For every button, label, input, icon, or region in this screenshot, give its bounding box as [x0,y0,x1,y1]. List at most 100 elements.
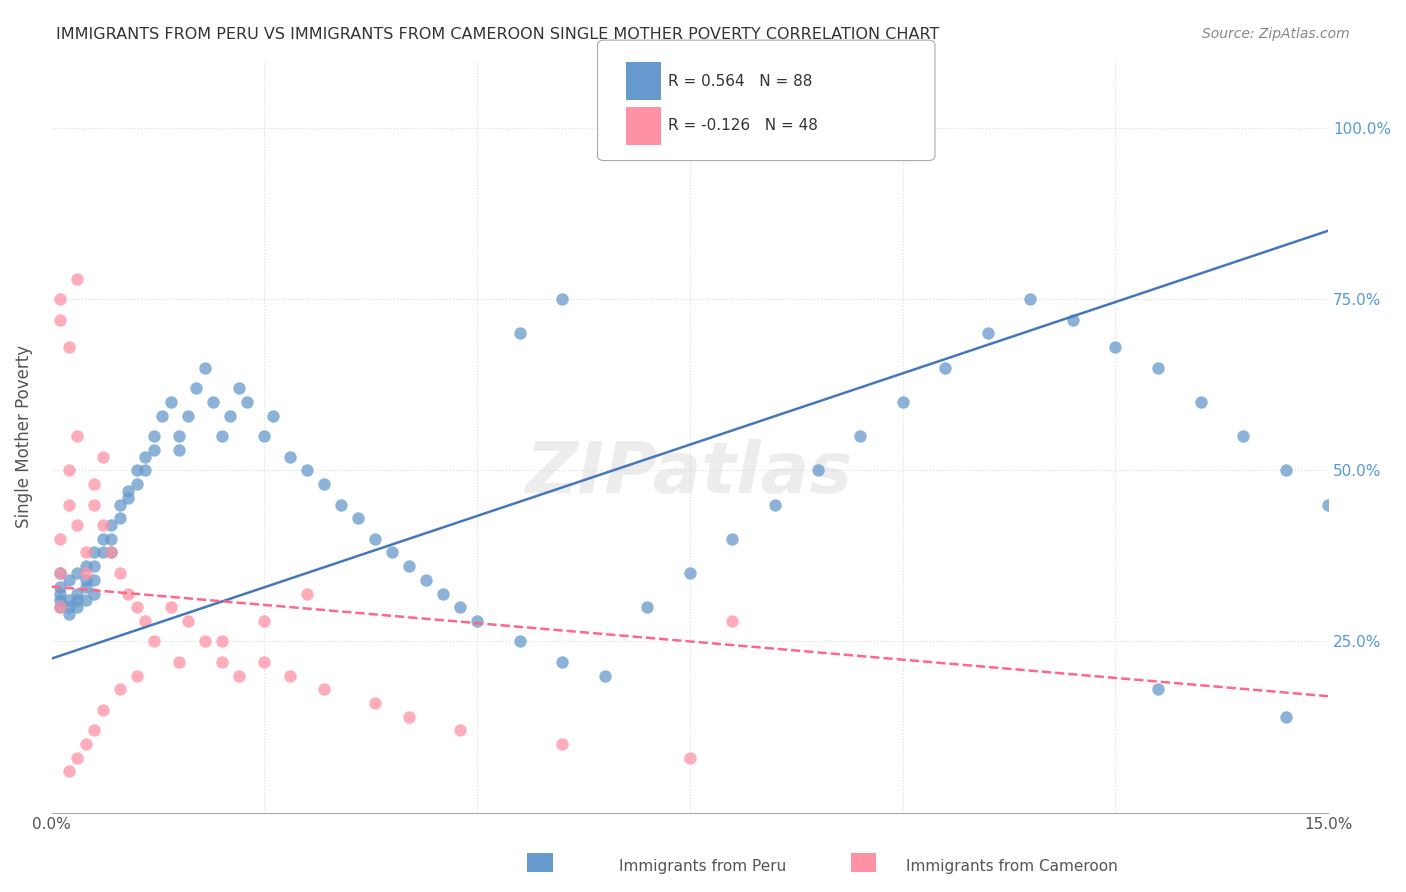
Point [1317,498,1340,512]
Point [100,518,122,533]
Point [75,545,97,559]
Point [934,360,956,375]
Point [150,409,173,423]
Point [58,340,80,354]
Point [125,668,148,682]
Point [100,532,122,546]
Point [49,292,72,306]
Point [108,498,131,512]
Point [91,518,114,533]
Point [108,566,131,580]
Point [1274,709,1296,723]
Point [58,593,80,607]
Point [415,573,437,587]
Point [449,723,471,738]
Point [66,586,89,600]
Point [49,600,72,615]
Point [58,573,80,587]
Point [679,121,702,136]
Point [83,559,105,574]
Point [49,593,72,607]
Point [49,566,72,580]
Point [398,559,420,574]
Point [58,600,80,615]
Point [134,463,156,477]
Point [49,566,72,580]
Point [117,491,139,505]
Point [134,450,156,464]
Point [66,751,89,765]
Point [66,600,89,615]
Point [186,381,208,395]
Point [891,394,914,409]
Point [236,394,259,409]
Point [1274,463,1296,477]
Point [91,703,114,717]
Point [58,498,80,512]
Text: ZIPatlas: ZIPatlas [526,439,853,508]
Point [66,593,89,607]
Point [211,655,233,669]
Text: Source: ZipAtlas.com: Source: ZipAtlas.com [1202,27,1350,41]
Point [142,429,165,443]
Text: Immigrants from Cameroon: Immigrants from Cameroon [907,859,1118,874]
Point [75,737,97,751]
Point [381,545,404,559]
Point [177,409,200,423]
Point [194,360,217,375]
Point [278,450,301,464]
Point [262,409,284,423]
Point [66,518,89,533]
Point [806,463,828,477]
Point [49,312,72,326]
Point [312,477,335,491]
Point [211,634,233,648]
Point [100,545,122,559]
Point [398,709,420,723]
Point [849,429,872,443]
Point [253,614,276,628]
Point [194,634,217,648]
Point [117,483,139,498]
Point [364,532,387,546]
Point [75,566,97,580]
Point [108,682,131,697]
Point [58,463,80,477]
Point [83,477,105,491]
Point [83,545,105,559]
Point [142,634,165,648]
Point [721,532,744,546]
Point [66,429,89,443]
Point [75,593,97,607]
Point [1062,312,1084,326]
Point [91,450,114,464]
Point [551,292,574,306]
Point [347,511,370,525]
Point [58,764,80,779]
Point [330,498,353,512]
Point [83,586,105,600]
Point [142,442,165,457]
Point [636,600,658,615]
Point [432,586,454,600]
Text: Immigrants from Peru: Immigrants from Peru [620,859,786,874]
Point [679,566,702,580]
Point [125,477,148,491]
Point [295,586,318,600]
Point [509,634,531,648]
Point [228,668,250,682]
Point [108,511,131,525]
Point [125,600,148,615]
Point [312,682,335,697]
Y-axis label: Single Mother Poverty: Single Mother Poverty [15,344,32,528]
Point [75,573,97,587]
Point [551,655,574,669]
Point [295,463,318,477]
Point [169,655,191,669]
Point [75,559,97,574]
Point [253,429,276,443]
Point [593,121,616,136]
Point [134,614,156,628]
Point [253,655,276,669]
Point [91,545,114,559]
